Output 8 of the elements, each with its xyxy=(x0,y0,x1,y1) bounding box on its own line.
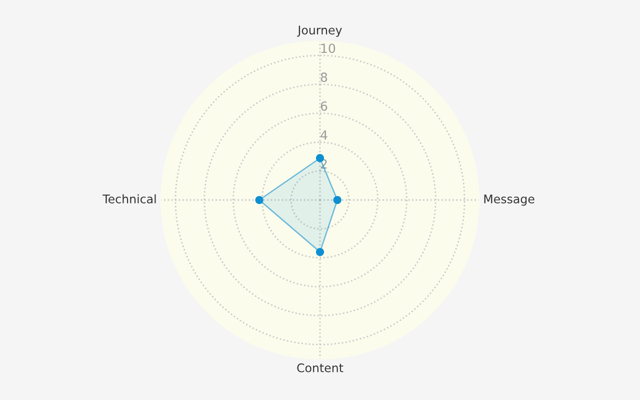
spoke-label: Journey xyxy=(297,26,342,37)
spoke-label: Technical xyxy=(102,194,156,204)
spoke-label: Content xyxy=(297,363,344,372)
spoke-label: Message xyxy=(484,194,534,206)
y-tick-label: 6 xyxy=(320,101,328,111)
y-tick-label: 4 xyxy=(320,130,328,140)
y-tick-label: 8 xyxy=(320,72,328,82)
y-tick-label: 10 xyxy=(321,44,336,54)
